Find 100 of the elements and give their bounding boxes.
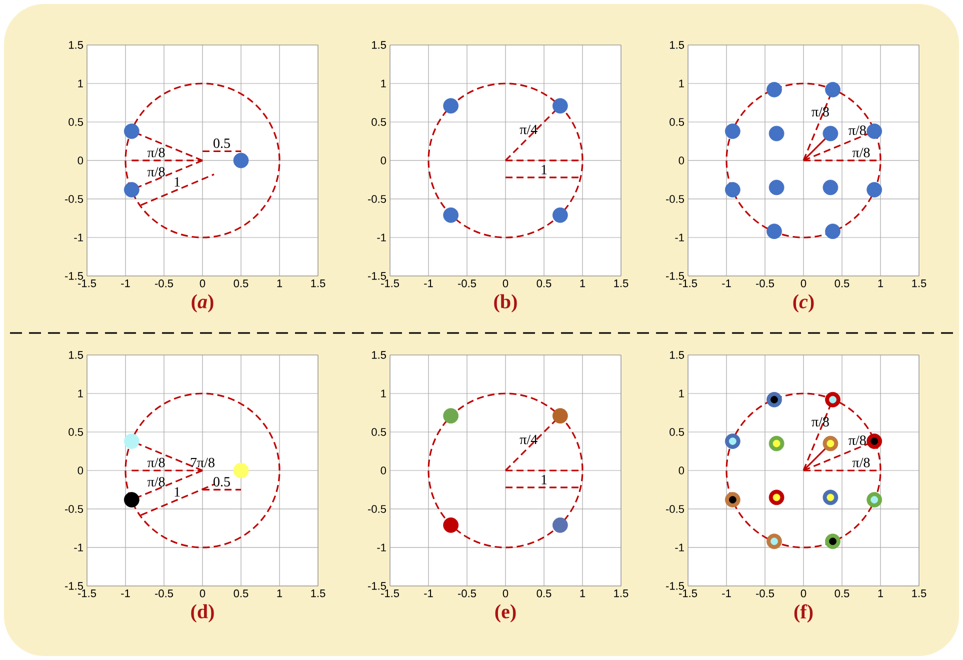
x-tick-label: 0: [502, 280, 508, 288]
point: [822, 180, 838, 196]
y-tick-label: 0: [78, 466, 84, 474]
x-tick-label: 1.5: [311, 590, 326, 598]
y-tick-label: 0.5: [670, 428, 684, 436]
x-tick-label: -0.5: [756, 590, 774, 598]
y-tick-label: -0.5: [65, 195, 84, 203]
y-tick-label: -1.5: [65, 582, 84, 590]
y-tick-label: -0.5: [666, 505, 684, 513]
y-tick-label: 1: [679, 390, 684, 398]
y-tick-label: -1: [377, 234, 386, 242]
x-tick-label: -1: [121, 280, 130, 288]
text: (e): [495, 604, 516, 622]
annotation: π/8: [148, 458, 165, 468]
x-tick-label: -0.5: [155, 280, 174, 288]
y-tick-label: 1.5: [372, 351, 386, 359]
annotation: 7π/8: [190, 458, 214, 468]
point: [443, 408, 459, 424]
point: [233, 152, 249, 168]
y-tick-label: 0.5: [372, 428, 386, 436]
y-tick-label: 1.5: [670, 41, 684, 49]
y-tick-label: -1: [74, 234, 83, 242]
text: (b): [494, 294, 517, 312]
annotation: π/8: [848, 436, 866, 445]
annotation: π/8: [852, 148, 870, 158]
x-tick-label: 1: [580, 280, 586, 288]
y-tick-label: 0: [78, 156, 84, 164]
x-tick-label: 0.5: [834, 590, 850, 598]
y-tick-label: 0: [678, 156, 684, 164]
y-tick-label: -1.5: [65, 272, 84, 280]
y-tick-label: 1: [679, 80, 684, 88]
y-tick-label: -1: [74, 544, 83, 552]
point: [552, 98, 568, 114]
x-tick-label: 1.5: [311, 280, 326, 288]
annotation: π/8: [812, 107, 829, 116]
x-tick-label: 1.5: [912, 280, 926, 288]
point: [443, 207, 459, 223]
point: [768, 180, 784, 196]
annotation: π/8: [148, 167, 165, 177]
x-tick-label: 0.5: [536, 280, 552, 288]
point: [124, 124, 140, 139]
annotation: π/8: [852, 458, 870, 468]
x-tick-label: 0: [200, 280, 206, 288]
annotation: π/4: [520, 124, 538, 134]
x-tick-label: 1: [277, 280, 282, 288]
y-tick-label: 0.5: [68, 118, 84, 126]
point: [124, 492, 140, 508]
text: (c): [793, 294, 814, 312]
x-tick-label: 0: [200, 590, 206, 598]
y-tick-label: -0.5: [368, 195, 386, 203]
x-tick-label: -1: [722, 280, 731, 288]
x-tick-label: -1: [424, 280, 433, 288]
y-tick-label: -1.5: [368, 272, 386, 280]
x-tick-label: 0: [502, 590, 508, 598]
x-tick-label: 0.5: [834, 280, 850, 288]
x-tick-label: -1: [121, 590, 130, 598]
y-tick-label: -0.5: [666, 195, 684, 203]
x-tick-label: 1: [878, 590, 884, 598]
y-tick-label: 0.5: [372, 118, 386, 126]
point: [552, 517, 568, 533]
y-tick-label: -1.5: [368, 582, 386, 590]
point: [822, 126, 838, 142]
y-tick-label: 0.5: [68, 428, 84, 436]
point: [766, 82, 782, 98]
annotation: 1: [174, 177, 180, 187]
x-tick-label: 0.5: [234, 590, 248, 598]
text: (f): [794, 604, 813, 623]
y-tick-label: -1.5: [666, 272, 684, 280]
x-tick-label: 1.5: [614, 590, 628, 598]
point: [233, 462, 249, 478]
text: (d): [191, 604, 214, 622]
annotation: 0.5: [214, 477, 230, 487]
x-tick-label: -0.5: [155, 590, 174, 598]
point: [768, 126, 784, 142]
y-tick-label: 1: [381, 80, 386, 88]
y-tick-label: -0.5: [368, 505, 386, 513]
point: [866, 182, 882, 198]
annotation: 1: [542, 474, 547, 484]
x-tick-label: -0.5: [756, 280, 774, 288]
x-tick-label: 1: [277, 590, 282, 598]
x-tick-label: -0.5: [458, 280, 476, 288]
point: [866, 124, 882, 139]
annotation: 1: [542, 164, 547, 174]
x-tick-label: -1: [424, 590, 433, 598]
x-tick-label: 0: [800, 590, 806, 598]
point: [766, 224, 782, 240]
point: [825, 224, 840, 240]
x-tick-label: 1.5: [614, 280, 628, 288]
x-tick-label: -0.5: [458, 590, 476, 598]
y-tick-label: 1: [78, 80, 83, 88]
y-tick-label: -1.5: [666, 582, 684, 590]
annotation: π/4: [520, 434, 538, 444]
annotation: 0.5: [214, 138, 230, 148]
x-tick-label: 0: [800, 280, 806, 288]
point: [724, 124, 740, 139]
annotation: π/8: [148, 477, 165, 487]
y-tick-label: 1.5: [372, 41, 386, 49]
y-tick-label: 0: [380, 466, 386, 474]
x-tick-label: 1: [580, 590, 586, 598]
y-tick-label: 1.5: [69, 41, 84, 49]
